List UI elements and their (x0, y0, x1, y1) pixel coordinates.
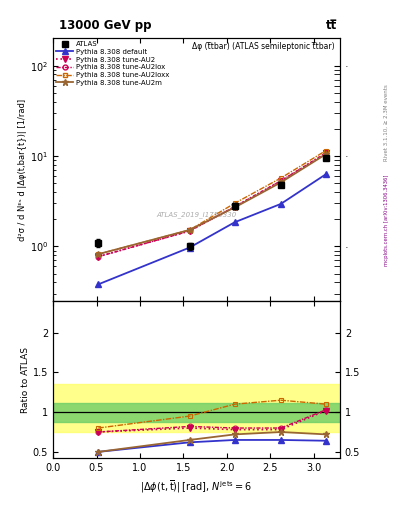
Line: Pythia 8.308 tune-AU2loxx: Pythia 8.308 tune-AU2loxx (96, 148, 329, 257)
Pythia 8.308 default (324, 171, 329, 177)
Line: Pythia 8.308 tune-AU2: Pythia 8.308 tune-AU2 (95, 150, 329, 260)
Pythia 8.308 tune-AU2 (232, 204, 237, 210)
Text: Rivet 3.1.10, ≥ 2.3M events: Rivet 3.1.10, ≥ 2.3M events (384, 84, 389, 161)
Pythia 8.308 default (279, 201, 283, 207)
Pythia 8.308 default (232, 219, 237, 225)
Pythia 8.308 tune-AU2loxx (232, 200, 237, 206)
Text: 13000 GeV pp: 13000 GeV pp (59, 19, 151, 32)
Pythia 8.308 tune-AU2 (187, 228, 192, 234)
Text: tt̅: tt̅ (326, 19, 337, 32)
Pythia 8.308 tune-AU2m (96, 251, 101, 257)
Pythia 8.308 tune-AU2loxx (187, 227, 192, 233)
Pythia 8.308 tune-AU2lox (232, 204, 237, 210)
Pythia 8.308 tune-AU2lox (279, 178, 283, 184)
Pythia 8.308 tune-AU2 (279, 178, 283, 184)
Y-axis label: d²σ / d Nᴱˢ d |Δφ(t,bar{t})| [1/rad]: d²σ / d Nᴱˢ d |Δφ(t,bar{t})| [1/rad] (18, 98, 27, 241)
Pythia 8.308 default (96, 281, 101, 287)
Y-axis label: Ratio to ATLAS: Ratio to ATLAS (21, 347, 30, 413)
Line: Pythia 8.308 default: Pythia 8.308 default (95, 172, 329, 287)
Pythia 8.308 tune-AU2 (96, 253, 101, 260)
Pythia 8.308 tune-AU2lox (96, 253, 101, 260)
Line: Pythia 8.308 tune-AU2lox: Pythia 8.308 tune-AU2lox (96, 151, 329, 259)
Bar (53, 402, 340, 422)
Text: mcplots.cern.ch [arXiv:1306.3436]: mcplots.cern.ch [arXiv:1306.3436] (384, 175, 389, 266)
X-axis label: $|\Delta\phi(\mathrm{t},\overline{\mathrm{t}})|\,[\mathrm{rad}],\,N^{\mathrm{jet: $|\Delta\phi(\mathrm{t},\overline{\mathr… (140, 479, 253, 495)
Pythia 8.308 tune-AU2m (232, 204, 237, 210)
Pythia 8.308 default (187, 245, 192, 251)
Bar (53, 385, 340, 432)
Text: ATLAS_2019_I1750330: ATLAS_2019_I1750330 (156, 211, 237, 218)
Pythia 8.308 tune-AU2 (324, 150, 329, 156)
Pythia 8.308 tune-AU2m (324, 151, 329, 157)
Pythia 8.308 tune-AU2loxx (96, 251, 101, 257)
Text: Δφ (t̅tbar) (ATLAS semileptonic t̅tbar): Δφ (t̅tbar) (ATLAS semileptonic t̅tbar) (191, 42, 334, 51)
Pythia 8.308 tune-AU2lox (187, 228, 192, 234)
Line: Pythia 8.308 tune-AU2m: Pythia 8.308 tune-AU2m (95, 151, 329, 258)
Pythia 8.308 tune-AU2loxx (324, 147, 329, 154)
Pythia 8.308 tune-AU2m (279, 179, 283, 185)
Pythia 8.308 tune-AU2loxx (279, 175, 283, 181)
Pythia 8.308 tune-AU2lox (324, 150, 329, 156)
Legend: ATLAS, Pythia 8.308 default, Pythia 8.308 tune-AU2, Pythia 8.308 tune-AU2lox, Py: ATLAS, Pythia 8.308 default, Pythia 8.30… (55, 40, 171, 87)
Pythia 8.308 tune-AU2m (187, 227, 192, 233)
